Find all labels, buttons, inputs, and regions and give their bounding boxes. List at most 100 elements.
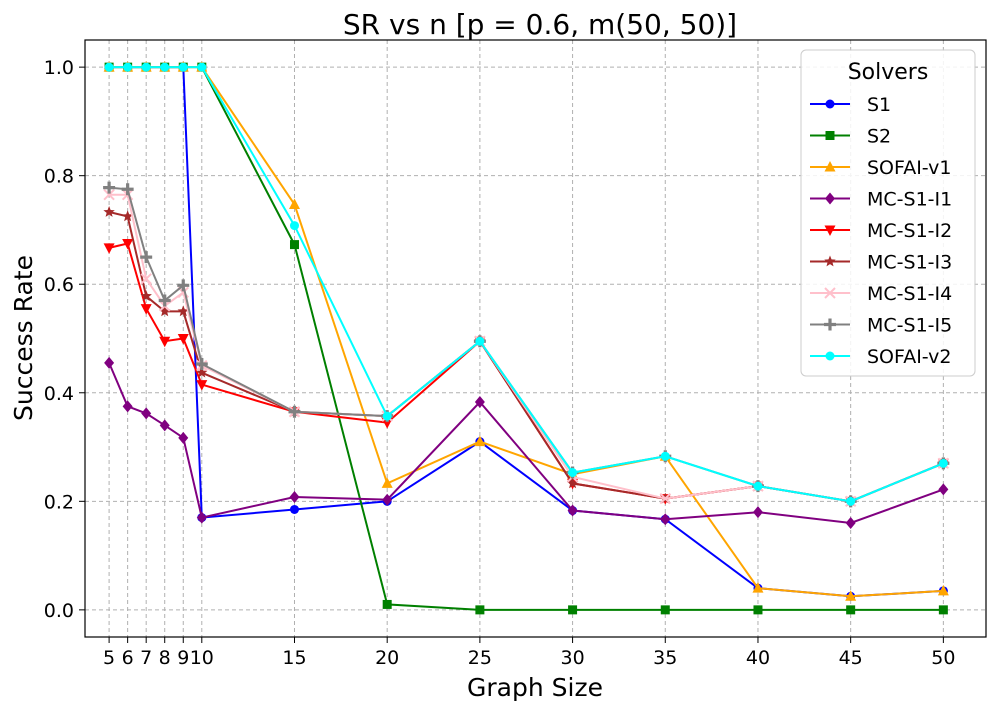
data-point-sofai-v2 — [568, 468, 578, 478]
data-point-mc-s1-i5 — [140, 251, 153, 264]
data-point-s2 — [660, 605, 670, 615]
data-point-mc-s1-i3 — [196, 366, 208, 378]
legend-label-mc-s1-i4: MC-S1-I4 — [867, 283, 952, 305]
series-sofai-v2 — [104, 62, 948, 506]
data-point-mc-s1-i2 — [103, 243, 115, 254]
y-tick-label: 1.0 — [44, 57, 74, 79]
data-point-sofai-v2 — [660, 451, 670, 461]
data-point-mc-s1-i2 — [159, 336, 171, 348]
legend-marker-mc-s1-i5 — [824, 318, 836, 331]
data-point-sofai-v2 — [382, 411, 392, 421]
y-axis-label: Success Rate — [9, 255, 38, 421]
data-point-sofai-v1 — [474, 435, 486, 447]
data-point-mc-s1-i4 — [103, 188, 115, 201]
data-point-mc-s1-i1 — [122, 400, 133, 413]
data-point-mc-s1-i2 — [381, 418, 393, 429]
data-point-mc-s1-i5 — [288, 405, 301, 418]
data-point-mc-s1-i5 — [195, 358, 208, 371]
data-point-mc-s1-i3 — [140, 290, 152, 302]
data-point-mc-s1-i4 — [659, 492, 671, 505]
legend-marker-s2 — [825, 131, 835, 140]
legend-item-mc-s1-i4: MC-S1-I4 — [810, 283, 952, 305]
data-point-sofai-v2 — [475, 336, 485, 346]
data-point-mc-s1-i3 — [103, 206, 115, 217]
legend: Solvers S1 S2 SOFAI-v1 MC-S1-I1 MC-S1-I2 MC-S… — [800, 49, 976, 377]
y-tick-label: 0.8 — [44, 166, 74, 188]
x-tick-label: 9 — [177, 647, 189, 669]
x-tick-label: 50 — [931, 647, 955, 669]
data-point-sofai-v2 — [141, 62, 151, 72]
data-point-mc-s1-i3 — [121, 210, 134, 222]
x-tick-label: 45 — [839, 647, 863, 669]
x-tick-label: 15 — [282, 647, 306, 669]
y-tick-label: 0.2 — [44, 491, 74, 513]
legend-label-sofai-v1: SOFAI-v1 — [867, 157, 951, 179]
legend-item-s1: S1 — [810, 94, 891, 116]
x-tick-label: 30 — [560, 647, 584, 669]
data-point-sofai-v2 — [160, 62, 170, 72]
data-point-s2 — [753, 605, 763, 615]
x-tick-label: 40 — [746, 647, 770, 669]
data-point-mc-s1-i1 — [159, 419, 170, 432]
data-point-mc-s1-i5 — [103, 181, 116, 194]
data-point-mc-s1-i2 — [196, 380, 208, 391]
axes: 5 6 7 8 9 10 15 20 25 30 35 40 45 50 0.0 0.2 0.4 0.6 0.8 1.… — [44, 57, 956, 669]
data-point-sofai-v1 — [381, 477, 393, 488]
data-point-sofai-v1 — [937, 584, 949, 596]
x-tick-label: 25 — [468, 647, 492, 669]
data-point-sofai-v2 — [753, 481, 763, 491]
legend-marker-sofai-v1 — [824, 161, 836, 172]
data-point-sofai-v1 — [845, 590, 857, 601]
legend-label-mc-s1-i1: MC-S1-I1 — [867, 189, 952, 211]
legend-label-mc-s1-i5: MC-S1-I5 — [867, 315, 952, 337]
x-tick-label: 35 — [653, 647, 677, 669]
data-point-s2 — [568, 605, 578, 615]
data-point-mc-s1-i1 — [141, 407, 152, 420]
data-point-mc-s1-i1 — [567, 504, 578, 517]
plot-frame — [84, 39, 987, 638]
data-point-mc-s1-i1 — [752, 506, 763, 519]
data-point-mc-s1-i3 — [177, 305, 189, 317]
legend-item-s2: S2 — [810, 126, 891, 148]
data-point-mc-s1-i5 — [158, 294, 171, 307]
data-point-sofai-v2 — [104, 62, 114, 72]
x-tick-label: 6 — [122, 647, 134, 669]
x-tick-label: 10 — [190, 647, 214, 669]
y-tick-label: 0.0 — [44, 600, 74, 622]
data-point-mc-s1-i1 — [178, 431, 189, 444]
legend-item-sofai-v1: SOFAI-v1 — [810, 157, 951, 179]
data-point-s2 — [475, 605, 485, 615]
series-mc-s1-i1 — [104, 356, 949, 530]
data-point-mc-s1-i1 — [382, 493, 393, 506]
data-point-sofai-v2 — [289, 221, 299, 231]
legend-item-mc-s1-i5: MC-S1-I5 — [810, 315, 952, 337]
data-point-mc-s1-i1 — [196, 511, 207, 524]
legend-item-mc-s1-i3: MC-S1-I3 — [810, 252, 952, 274]
data-point-mc-s1-i1 — [938, 483, 949, 496]
legend-label-mc-s1-i3: MC-S1-I3 — [867, 252, 952, 274]
data-point-s2 — [846, 605, 856, 615]
y-tick-label: 0.4 — [44, 383, 74, 405]
data-point-mc-s1-i1 — [660, 513, 671, 526]
x-axis-label: Graph Size — [467, 673, 603, 702]
data-point-mc-s1-i1 — [474, 395, 485, 408]
data-point-sofai-v1 — [288, 198, 300, 209]
x-tick-label: 8 — [159, 647, 171, 669]
data-point-sofai-v2 — [938, 458, 948, 468]
data-point-mc-s1-i1 — [845, 517, 856, 530]
data-point-sofai-v2 — [178, 62, 188, 72]
data-point-mc-s1-i2 — [140, 304, 152, 315]
data-point-s2 — [382, 599, 392, 609]
data-point-sofai-v2 — [123, 62, 133, 72]
data-point-sofai-v2 — [197, 62, 207, 72]
data-point-mc-s1-i1 — [289, 490, 300, 503]
legend-label-s1: S1 — [867, 94, 891, 116]
data-point-mc-s1-i2 — [122, 239, 134, 250]
data-point-s2 — [938, 605, 948, 615]
series-layer — [103, 61, 950, 615]
data-point-mc-s1-i1 — [104, 356, 115, 369]
legend-marker-mc-s1-i3 — [824, 255, 836, 267]
legend-box — [800, 49, 976, 377]
x-tick-label: 7 — [140, 647, 152, 669]
